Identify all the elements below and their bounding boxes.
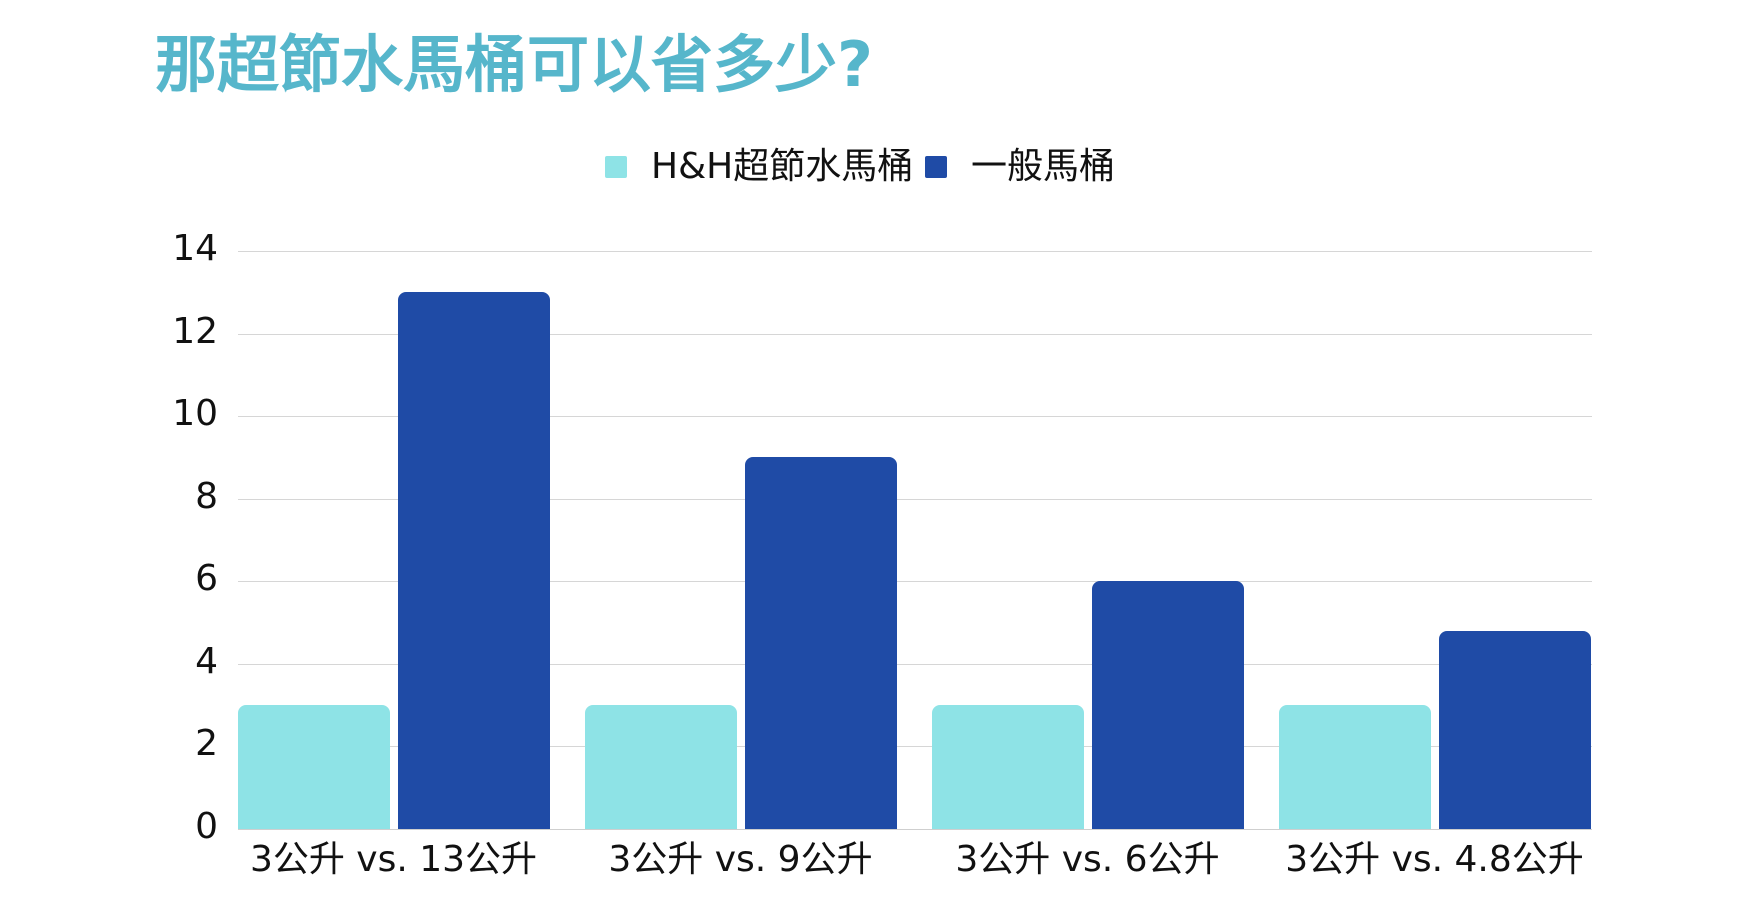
y-tick-label: 14 bbox=[172, 228, 218, 269]
x-axis-line bbox=[238, 829, 1592, 830]
bar-normal bbox=[1092, 581, 1244, 829]
gridline bbox=[238, 416, 1592, 418]
y-tick-label: 10 bbox=[172, 393, 218, 435]
gridline bbox=[238, 251, 1592, 252]
bar-hh bbox=[585, 705, 737, 829]
y-tick-label: 4 bbox=[195, 640, 218, 682]
bar-hh bbox=[1279, 705, 1431, 829]
gridline bbox=[238, 581, 1592, 583]
gridline bbox=[238, 663, 1592, 665]
chart-title: 那超節水馬桶可以省多少? bbox=[155, 28, 873, 101]
bar-hh bbox=[932, 705, 1084, 829]
legend-swatch-dark bbox=[925, 156, 947, 178]
legend-label: H&H超節水馬桶 bbox=[651, 146, 914, 187]
legend-item-normal: 一般馬桶 bbox=[925, 145, 1115, 189]
gridline bbox=[238, 746, 1592, 748]
gridline bbox=[238, 498, 1592, 500]
bar-normal bbox=[1439, 630, 1591, 829]
legend-label: 一般馬桶 bbox=[971, 146, 1116, 187]
y-tick-label: 0 bbox=[195, 806, 218, 847]
bar-hh bbox=[238, 705, 390, 829]
legend: H&H超節水馬桶 一般馬桶 bbox=[0, 145, 1758, 189]
legend-item-hh: H&H超節水馬桶 bbox=[605, 145, 913, 189]
bar-normal bbox=[398, 292, 550, 829]
x-tick-label: 3公升 vs. 6公升 bbox=[955, 839, 1220, 880]
y-tick-label: 8 bbox=[195, 475, 218, 517]
plot-area: 0 2 4 6 8 10 12 14 bbox=[172, 229, 1592, 847]
x-tick-label: 3公升 vs. 13公升 bbox=[249, 839, 538, 880]
y-tick-label: 6 bbox=[195, 558, 218, 600]
x-tick-label: 3公升 vs. 4.8公升 bbox=[1285, 839, 1584, 880]
gridline bbox=[238, 333, 1592, 335]
y-tick-label: 12 bbox=[172, 310, 218, 352]
x-tick-label: 3公升 vs. 9公升 bbox=[608, 839, 873, 880]
y-tick-label: 2 bbox=[195, 723, 218, 765]
bar-normal bbox=[745, 457, 897, 829]
legend-swatch-light bbox=[605, 156, 627, 178]
